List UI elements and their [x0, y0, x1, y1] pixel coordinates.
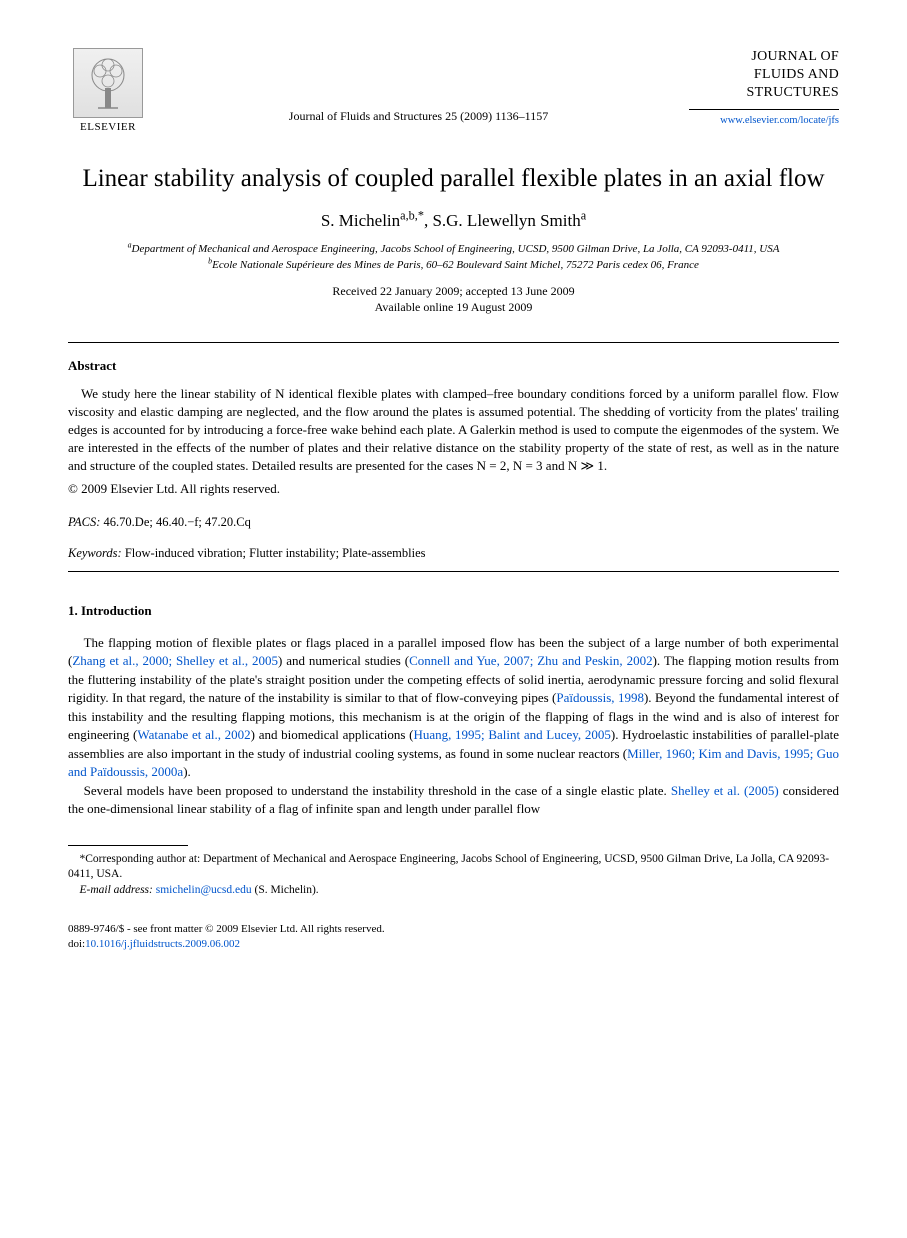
pacs-value: 46.70.De; 46.40.−f; 47.20.Cq: [100, 515, 250, 529]
keywords-line: Keywords: Flow-induced vibration; Flutte…: [68, 545, 839, 563]
doi-label: doi:: [68, 938, 85, 950]
author-1-name: S. Michelin: [321, 211, 400, 230]
affiliation-a: aDepartment of Mechanical and Aerospace …: [68, 242, 839, 257]
affil-b-text: Ecole Nationale Supérieure des Mines de …: [212, 259, 699, 271]
email-label: E-mail address:: [80, 884, 153, 896]
abstract-heading: Abstract: [68, 357, 839, 375]
elsevier-tree-icon: [73, 48, 143, 118]
email-author-name: (S. Michelin).: [252, 884, 319, 896]
keywords-label: Keywords:: [68, 546, 122, 560]
authors: S. Michelina,b,*, S.G. Llewellyn Smitha: [68, 209, 839, 233]
keywords-value: Flow-induced vibration; Flutter instabil…: [122, 546, 426, 560]
citation-shelley-2005[interactable]: Shelley et al. (2005): [671, 783, 779, 798]
doi-link[interactable]: 10.1016/j.jfluidstructs.2009.06.002: [85, 938, 240, 950]
author-2-affil-sup: a: [581, 208, 586, 222]
document-footer: 0889-9746/$ - see front matter © 2009 El…: [68, 922, 839, 952]
introduction-heading: 1. Introduction: [68, 602, 839, 620]
abstract-body: We study here the linear stability of N …: [68, 385, 839, 476]
citation-paidoussis[interactable]: Païdoussis, 1998: [556, 690, 644, 705]
citation-watanabe[interactable]: Watanabe et al., 2002: [137, 727, 250, 742]
article-dates: Received 22 January 2009; accepted 13 Ju…: [68, 283, 839, 315]
journal-name: JOURNAL OF FLUIDS AND STRUCTURES: [689, 48, 839, 110]
article-title: Linear stability analysis of coupled par…: [68, 163, 839, 194]
footnote-separator: [68, 845, 188, 846]
intro-paragraph-2: Several models have been proposed to und…: [68, 782, 839, 819]
header: ELSEVIER Journal of Fluids and Structure…: [68, 48, 839, 135]
introduction-body: The flapping motion of flexible plates o…: [68, 634, 839, 819]
journal-title-box: JOURNAL OF FLUIDS AND STRUCTURES www.els…: [689, 48, 839, 128]
intro-p1-text-e: ) and biomedical applications (: [251, 727, 414, 742]
publisher-label: ELSEVIER: [80, 120, 136, 135]
abstract-copyright: © 2009 Elsevier Ltd. All rights reserved…: [68, 480, 839, 498]
corresponding-author-footnote: *Corresponding author at: Department of …: [68, 852, 839, 883]
citation-zhang-shelley[interactable]: Zhang et al., 2000; Shelley et al., 2005: [72, 653, 278, 668]
author-1-affil-sup: a,b,*: [400, 208, 424, 222]
intro-paragraph-1: The flapping motion of flexible plates o…: [68, 634, 839, 782]
intro-p2-text-a: Several models have been proposed to und…: [84, 783, 671, 798]
journal-url-link[interactable]: www.elsevier.com/locate/jfs: [689, 114, 839, 129]
available-online-date: Available online 19 August 2009: [68, 299, 839, 315]
doi-line: doi:10.1016/j.jfluidstructs.2009.06.002: [68, 937, 839, 952]
divider-top: [68, 342, 839, 343]
intro-p1-text-b: ) and numerical studies (: [278, 653, 409, 668]
corr-author-label: *Corresponding author at:: [80, 853, 204, 865]
journal-name-line-1: JOURNAL OF: [689, 48, 839, 66]
received-accepted-date: Received 22 January 2009; accepted 13 Ju…: [68, 283, 839, 299]
journal-name-line-2: FLUIDS AND: [689, 66, 839, 84]
pacs-label: PACS:: [68, 515, 100, 529]
email-footnote: E-mail address: smichelin@ucsd.edu (S. M…: [68, 883, 839, 899]
journal-reference: Journal of Fluids and Structures 25 (200…: [148, 58, 689, 125]
citation-huang-balint[interactable]: Huang, 1995; Balint and Lucey, 2005: [413, 727, 610, 742]
citation-connell-zhu[interactable]: Connell and Yue, 2007; Zhu and Peskin, 2…: [409, 653, 652, 668]
journal-name-line-3: STRUCTURES: [689, 84, 839, 102]
divider-bottom: [68, 571, 839, 572]
email-link[interactable]: smichelin@ucsd.edu: [153, 884, 252, 896]
pacs-line: PACS: 46.70.De; 46.40.−f; 47.20.Cq: [68, 514, 839, 532]
issn-line: 0889-9746/$ - see front matter © 2009 El…: [68, 922, 839, 937]
affil-a-text: Department of Mechanical and Aerospace E…: [132, 243, 780, 255]
affiliation-b: bEcole Nationale Supérieure des Mines de…: [68, 258, 839, 273]
publisher-logo-block: ELSEVIER: [68, 48, 148, 135]
author-2-name: S.G. Llewellyn Smith: [432, 211, 580, 230]
intro-p1-text-g: ).: [183, 764, 191, 779]
affiliations: aDepartment of Mechanical and Aerospace …: [68, 242, 839, 273]
